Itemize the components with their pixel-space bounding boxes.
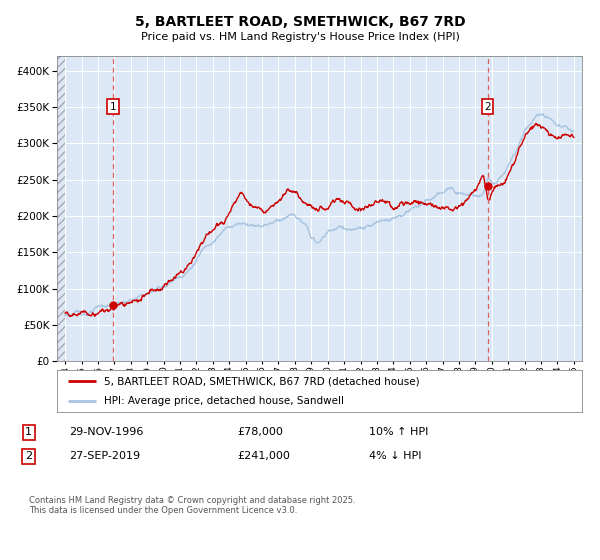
Text: 5, BARTLEET ROAD, SMETHWICK, B67 7RD (detached house): 5, BARTLEET ROAD, SMETHWICK, B67 7RD (de… bbox=[104, 376, 420, 386]
Text: 29-NOV-1996: 29-NOV-1996 bbox=[69, 427, 143, 437]
Text: Contains HM Land Registry data © Crown copyright and database right 2025.
This d: Contains HM Land Registry data © Crown c… bbox=[29, 496, 355, 515]
Text: 1: 1 bbox=[110, 102, 116, 112]
Text: 10% ↑ HPI: 10% ↑ HPI bbox=[369, 427, 428, 437]
Text: Price paid vs. HM Land Registry's House Price Index (HPI): Price paid vs. HM Land Registry's House … bbox=[140, 32, 460, 43]
Text: £241,000: £241,000 bbox=[237, 451, 290, 461]
Text: 2: 2 bbox=[25, 451, 32, 461]
Text: 2: 2 bbox=[484, 102, 491, 112]
Text: 5, BARTLEET ROAD, SMETHWICK, B67 7RD: 5, BARTLEET ROAD, SMETHWICK, B67 7RD bbox=[134, 15, 466, 29]
Text: 1: 1 bbox=[25, 427, 32, 437]
Bar bbox=[57, 56, 65, 361]
Text: 27-SEP-2019: 27-SEP-2019 bbox=[69, 451, 140, 461]
Text: £78,000: £78,000 bbox=[237, 427, 283, 437]
Text: 4% ↓ HPI: 4% ↓ HPI bbox=[369, 451, 421, 461]
Text: HPI: Average price, detached house, Sandwell: HPI: Average price, detached house, Sand… bbox=[104, 396, 344, 406]
